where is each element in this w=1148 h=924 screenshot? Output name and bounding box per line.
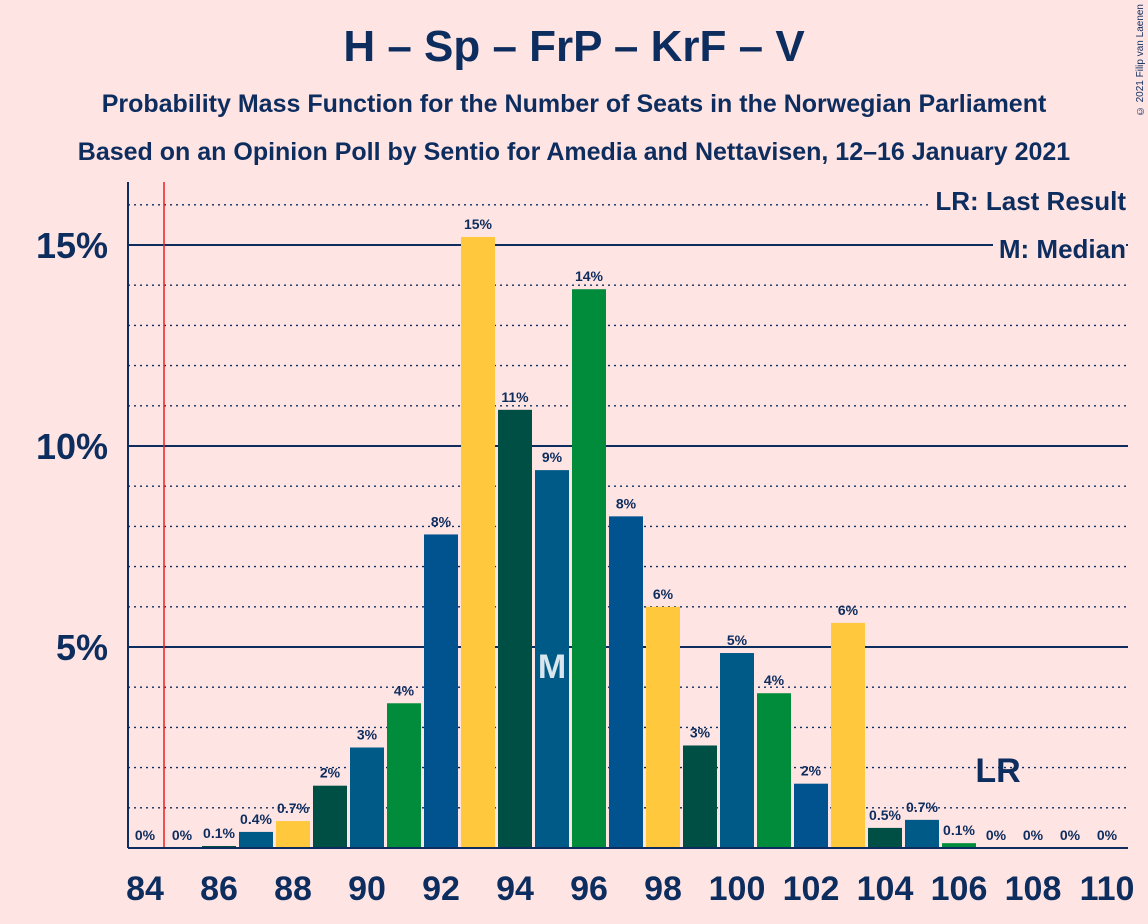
bar-seat-92 xyxy=(424,534,458,848)
bar-value-label: 6% xyxy=(653,586,674,602)
chart-subtitle-method: Probability Mass Function for the Number… xyxy=(101,90,1047,118)
x-tick-label: 98 xyxy=(644,870,682,908)
x-tick-label: 96 xyxy=(570,870,608,908)
bar-value-label: 3% xyxy=(357,727,378,743)
x-tick-label: 104 xyxy=(857,870,914,908)
bar-value-label: 0.1% xyxy=(943,822,975,838)
bar-value-label: 4% xyxy=(394,682,415,698)
y-tick-label: 10% xyxy=(36,426,108,467)
bar-seat-89 xyxy=(313,785,347,848)
bar-seat-90 xyxy=(350,747,384,848)
bar-value-label: 3% xyxy=(690,724,711,740)
x-tick-label: 100 xyxy=(709,870,766,908)
bar-value-label: 2% xyxy=(320,765,341,781)
y-tick-label: 5% xyxy=(56,627,108,668)
legend-median: M: Median xyxy=(992,234,1126,265)
bar-value-label: 6% xyxy=(838,602,859,618)
bar-value-label: 11% xyxy=(501,389,529,405)
x-tick-label: 84 xyxy=(126,870,164,908)
x-tick-label: 90 xyxy=(348,870,386,908)
bar-value-label: 5% xyxy=(727,632,748,648)
bar-seat-87 xyxy=(239,831,273,848)
bar-seat-98 xyxy=(646,606,680,848)
bar-seat-96 xyxy=(572,289,606,849)
x-tick-label: 110 xyxy=(1080,870,1135,908)
x-tick-label: 88 xyxy=(274,870,312,908)
bar-value-label: 0% xyxy=(135,827,156,843)
bar-value-label: 9% xyxy=(542,449,563,465)
x-tick-label: 108 xyxy=(1005,870,1062,908)
x-tick-label: 106 xyxy=(931,870,988,908)
median-marker: M xyxy=(538,648,566,686)
bar-seat-97 xyxy=(609,516,643,848)
chart-subtitle-source: Based on an Opinion Poll by Sentio for A… xyxy=(77,138,1071,166)
bar-seat-103 xyxy=(831,622,865,848)
bar-value-label: 8% xyxy=(616,495,637,511)
bar-value-label: 2% xyxy=(801,763,822,779)
chart-title: H – Sp – FrP – KrF – V xyxy=(343,22,805,71)
bar-seat-106 xyxy=(942,843,976,848)
bar-value-label: 4% xyxy=(764,672,785,688)
bar-seat-94 xyxy=(498,409,532,848)
bar-seat-93 xyxy=(461,236,495,848)
x-tick-label: 94 xyxy=(496,870,534,908)
bar-seat-88 xyxy=(276,821,310,848)
bar-seat-100 xyxy=(720,653,754,848)
y-tick-label: 15% xyxy=(36,225,108,266)
bar-value-label: 0% xyxy=(986,827,1007,843)
bar-value-label: 0% xyxy=(1023,827,1044,843)
bar-seat-105 xyxy=(905,819,939,848)
bar-value-label: 0.7% xyxy=(906,799,938,815)
bar-value-label: 0.7% xyxy=(277,800,309,816)
bar-value-label: 0.1% xyxy=(203,825,235,841)
last-result-marker: LR xyxy=(975,752,1020,790)
bar-seat-104 xyxy=(868,827,902,848)
bar-seat-102 xyxy=(794,783,828,848)
bar-seat-101 xyxy=(757,693,791,848)
bar-value-label: 0.5% xyxy=(869,807,901,823)
bar-seat-95 xyxy=(535,470,569,848)
bar-seat-86 xyxy=(202,845,236,848)
bar-value-label: 0% xyxy=(172,827,193,843)
x-tick-label: 86 xyxy=(200,870,238,908)
bar-value-label: 0% xyxy=(1060,827,1081,843)
bar-value-label: 0% xyxy=(1097,827,1118,843)
bar-value-label: 15% xyxy=(464,216,493,232)
legend-last-result: LR: Last Result xyxy=(929,186,1126,217)
x-tick-label: 92 xyxy=(422,870,460,908)
bar-seat-91 xyxy=(387,703,421,848)
bar-seat-99 xyxy=(683,745,717,848)
bar-value-label: 14% xyxy=(575,268,604,284)
bar-value-label: 8% xyxy=(431,513,452,529)
bar-value-label: 0.4% xyxy=(240,811,272,827)
x-tick-label: 102 xyxy=(783,870,840,908)
